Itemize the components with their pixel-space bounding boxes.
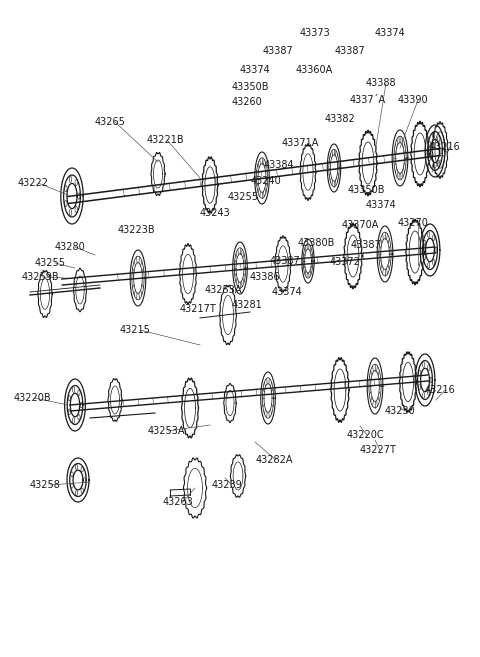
Ellipse shape: [432, 235, 435, 240]
Text: 43270: 43270: [398, 218, 429, 228]
Text: 43374: 43374: [272, 287, 303, 297]
Ellipse shape: [69, 210, 72, 215]
Ellipse shape: [438, 136, 440, 141]
Ellipse shape: [72, 387, 75, 392]
Text: 43360A: 43360A: [296, 65, 333, 75]
Text: 43374: 43374: [375, 28, 406, 38]
Ellipse shape: [428, 232, 430, 237]
Ellipse shape: [78, 415, 80, 420]
Ellipse shape: [422, 361, 425, 367]
Text: 43387: 43387: [270, 256, 301, 266]
Text: 43350B: 43350B: [348, 185, 385, 195]
Ellipse shape: [429, 141, 431, 147]
Text: 43253A: 43253A: [205, 285, 242, 295]
Ellipse shape: [419, 384, 420, 390]
Ellipse shape: [432, 133, 435, 139]
Text: 43380B: 43380B: [298, 238, 336, 248]
Text: 43222: 43222: [18, 178, 49, 188]
Text: 43258: 43258: [30, 480, 61, 490]
Text: 43217T: 43217T: [180, 304, 217, 314]
Ellipse shape: [84, 478, 86, 482]
Ellipse shape: [435, 247, 437, 253]
Text: 43350B: 43350B: [232, 82, 269, 92]
Text: 43230: 43230: [385, 406, 416, 416]
Text: 43371A: 43371A: [282, 138, 319, 148]
Text: 43386: 43386: [250, 272, 281, 282]
Ellipse shape: [432, 260, 435, 265]
Text: 43282A: 43282A: [256, 455, 293, 465]
Ellipse shape: [81, 488, 84, 493]
Text: 43370A: 43370A: [342, 220, 379, 230]
Ellipse shape: [430, 377, 432, 383]
Ellipse shape: [78, 390, 80, 396]
Text: 43227T: 43227T: [360, 445, 397, 455]
Text: 43220C: 43220C: [347, 430, 384, 440]
Ellipse shape: [72, 418, 75, 423]
Text: 43280: 43280: [55, 242, 86, 252]
Text: 43387: 43387: [351, 240, 382, 250]
Ellipse shape: [71, 472, 73, 476]
Ellipse shape: [65, 200, 67, 206]
Text: 43373: 43373: [300, 28, 331, 38]
Text: 43220B: 43220B: [14, 393, 52, 403]
Ellipse shape: [438, 160, 440, 166]
Text: 43215: 43215: [120, 325, 151, 335]
Text: 43384: 43384: [264, 160, 295, 170]
Text: 43223B: 43223B: [118, 225, 156, 235]
Text: 43239: 43239: [212, 480, 243, 490]
Text: 43216: 43216: [425, 385, 456, 395]
Text: 43263: 43263: [163, 497, 194, 507]
Ellipse shape: [80, 402, 83, 408]
Text: 43374: 43374: [366, 200, 397, 210]
Ellipse shape: [81, 467, 84, 472]
Text: 43255: 43255: [228, 192, 259, 202]
Ellipse shape: [68, 409, 71, 415]
Text: 4337´A: 4337´A: [350, 95, 386, 105]
Ellipse shape: [428, 390, 430, 396]
Text: 43221B: 43221B: [147, 135, 185, 145]
Text: 43281: 43281: [232, 300, 263, 310]
Text: 43240: 43240: [251, 176, 282, 186]
Ellipse shape: [78, 193, 80, 199]
Text: 43253A: 43253A: [148, 426, 185, 436]
Ellipse shape: [75, 491, 78, 495]
Text: 43372: 43372: [330, 257, 361, 267]
Text: 43387: 43387: [263, 46, 294, 56]
Ellipse shape: [68, 396, 71, 401]
Ellipse shape: [75, 206, 77, 212]
Text: 43390: 43390: [398, 95, 429, 105]
Ellipse shape: [429, 155, 431, 161]
Text: 43243: 43243: [200, 208, 231, 218]
Text: 43259B: 43259B: [22, 272, 60, 282]
Ellipse shape: [423, 254, 426, 260]
Text: 43374: 43374: [240, 65, 271, 75]
Ellipse shape: [69, 176, 72, 183]
Ellipse shape: [419, 371, 420, 376]
Text: 43388: 43388: [366, 78, 396, 88]
Ellipse shape: [71, 484, 73, 488]
Ellipse shape: [65, 185, 67, 192]
Text: 43255: 43255: [35, 258, 66, 268]
Text: 43387: 43387: [335, 46, 366, 56]
Ellipse shape: [440, 148, 442, 154]
Ellipse shape: [422, 393, 425, 398]
Text: 43382: 43382: [325, 114, 356, 124]
Ellipse shape: [75, 179, 77, 186]
Ellipse shape: [428, 263, 430, 268]
Text: 43260: 43260: [232, 97, 263, 107]
Ellipse shape: [428, 365, 430, 371]
Ellipse shape: [75, 464, 78, 469]
Text: 43265: 43265: [95, 117, 126, 127]
Text: 43216: 43216: [430, 142, 461, 152]
Ellipse shape: [432, 164, 435, 170]
Ellipse shape: [423, 240, 426, 246]
